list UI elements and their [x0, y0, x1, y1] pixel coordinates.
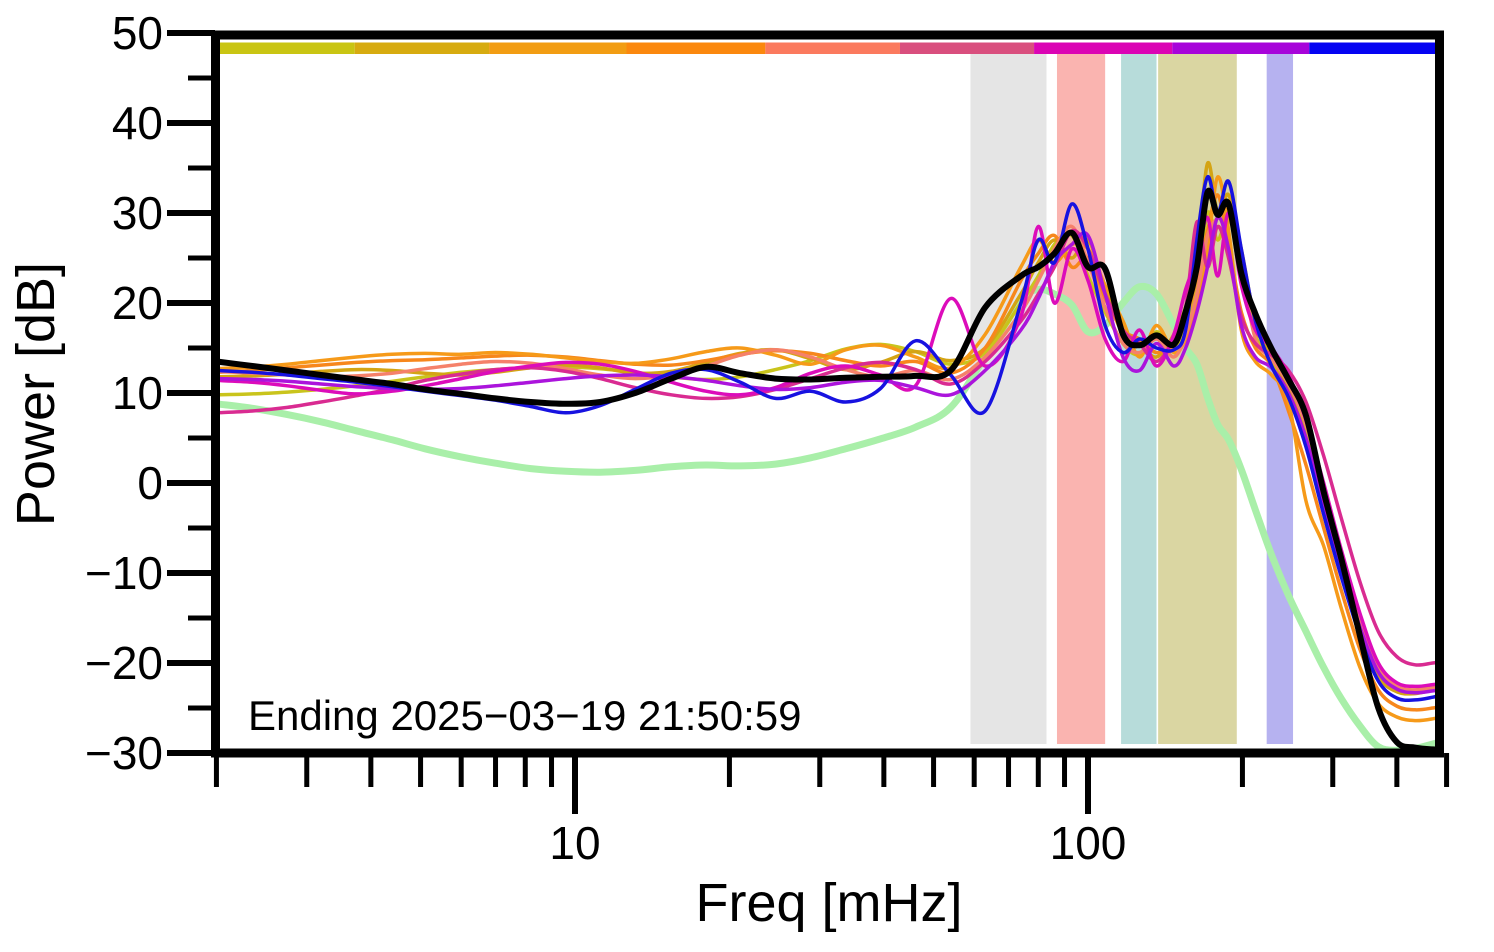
curve-orange — [220, 175, 1435, 723]
plot-frame — [211, 30, 1444, 758]
y-tick-label-10: 10 — [111, 367, 163, 419]
ending-timestamp-annotation: Ending 2025−03−19 21:50:59 — [248, 692, 802, 739]
topbar-segment-5 — [765, 42, 900, 54]
curve-darkorange — [220, 193, 1435, 712]
topbar-segment-6 — [899, 42, 1035, 54]
x-tick-label-10: 10 — [549, 817, 601, 869]
curve-blue — [220, 175, 1435, 702]
x-axis-label: Freq [mHz] — [695, 873, 963, 933]
topbar-segment-8 — [1172, 42, 1310, 54]
band-gray — [970, 54, 1047, 744]
y-tick-label-30: 30 — [111, 187, 163, 239]
topbar-segment-1 — [220, 42, 355, 54]
band-teal — [1121, 54, 1157, 744]
topbar-segment-4 — [626, 42, 766, 54]
topbar-segment-3 — [489, 42, 627, 54]
y-tick-label--20: −20 — [84, 637, 163, 689]
y-tick-label-50: 50 — [111, 7, 163, 59]
topbar-segment-2 — [354, 42, 490, 54]
band-pink — [1056, 54, 1106, 744]
topbar-segment-9 — [1309, 42, 1435, 54]
topbar-segment-7 — [1034, 42, 1173, 54]
y-tick-label-20: 20 — [111, 277, 163, 329]
y-tick-label--30: −30 — [84, 727, 163, 779]
y-tick-label-0: 0 — [137, 457, 163, 509]
curve-salmon — [220, 200, 1435, 692]
curve-black-mean — [220, 187, 1435, 749]
x-tick-label-100: 100 — [1049, 817, 1127, 869]
y-tick-label--10: −10 — [84, 547, 163, 599]
curve-lightgreen — [220, 282, 1435, 749]
band-khaki — [1158, 54, 1237, 744]
curve-gold — [220, 161, 1435, 696]
y-tick-label-40: 40 — [111, 97, 163, 149]
